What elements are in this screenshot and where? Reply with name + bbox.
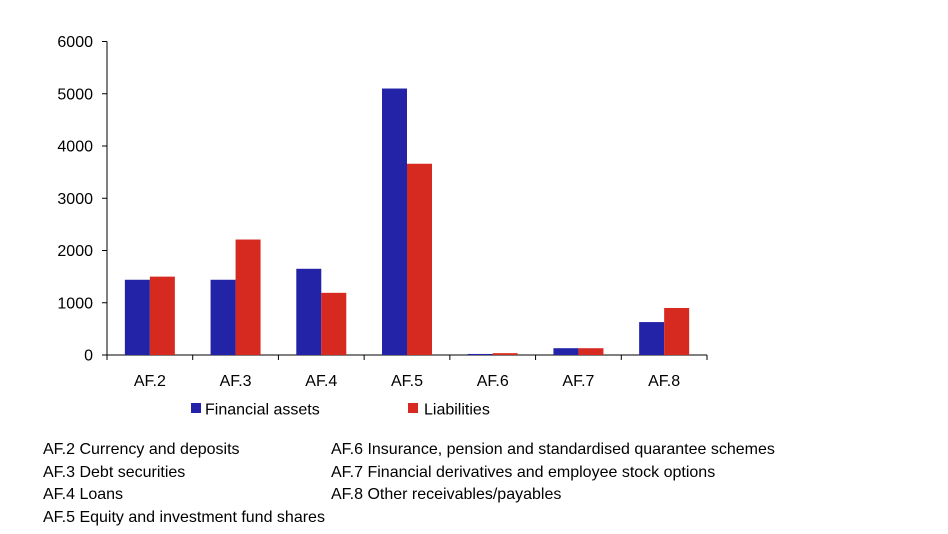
note-af7: AF.7 Financial derivatives and employee … <box>331 463 716 481</box>
bar-financial-assets-af2 <box>124 279 150 355</box>
legend-swatch-liabilities <box>408 403 418 413</box>
bar-financial-assets-af5 <box>382 88 407 356</box>
bar-liabilities-af2 <box>149 276 175 355</box>
note-af3: AF.3 Debt securities <box>43 463 186 481</box>
y-axis: 0 1000 2000 3000 4000 5000 6000 <box>57 34 108 365</box>
y-tick-label: 6000 <box>57 34 93 51</box>
note-af5: AF.5 Equity and investment fund shares <box>43 508 325 526</box>
note-af8: AF.8 Other receivables/payables <box>331 486 562 503</box>
note-af4: AF.4 Loans <box>43 486 124 503</box>
x-tick-label: AF.8 <box>648 373 680 390</box>
legend-label-financial-assets: Financial assets <box>205 402 320 419</box>
legend-swatch-financial-assets <box>191 403 201 413</box>
note-af6: AF.6 Insurance, pension and standardised… <box>331 441 775 458</box>
bar-financial-assets-af8 <box>639 322 665 355</box>
x-tick-label: AF.7 <box>562 373 594 390</box>
bars <box>124 88 690 356</box>
x-tick-label: AF.6 <box>477 373 509 390</box>
bar-liabilities-af8 <box>664 307 690 355</box>
bar-liabilities-af3 <box>235 239 261 355</box>
x-tick-label: AF.4 <box>305 373 337 390</box>
bar-financial-assets-af6 <box>467 353 493 355</box>
bar-financial-assets-af3 <box>210 279 236 355</box>
bar-liabilities-af6 <box>492 353 518 355</box>
y-tick-label: 5000 <box>57 86 93 103</box>
x-axis: AF.2 AF.3 AF.4 AF.5 AF.6 AF.7 AF.8 <box>106 354 708 390</box>
bar-liabilities-af7 <box>578 348 604 355</box>
notes-left-column: AF.2 Currency and deposits AF.3 Debt sec… <box>43 439 325 529</box>
y-tick-label: 1000 <box>57 295 93 312</box>
note-af2: AF.2 Currency and deposits <box>43 441 240 458</box>
y-tick-label: 0 <box>84 348 93 365</box>
x-tick-label: AF.2 <box>134 373 166 390</box>
bar-liabilities-af5 <box>407 163 432 355</box>
legend-label-liabilities: Liabilities <box>424 402 490 419</box>
x-tick-label: AF.5 <box>391 373 423 390</box>
notes-right-column: AF.6 Insurance, pension and standardised… <box>331 439 775 507</box>
legend: Financial assets Liabilities <box>191 402 490 419</box>
bar-financial-assets-af4 <box>296 268 322 355</box>
x-tick-label: AF.3 <box>220 373 252 390</box>
y-tick-label: 3000 <box>57 191 93 208</box>
bar-liabilities-af4 <box>321 292 347 355</box>
y-tick-label: 4000 <box>57 139 93 156</box>
y-tick-label: 2000 <box>57 243 93 260</box>
bar-financial-assets-af7 <box>553 348 579 355</box>
